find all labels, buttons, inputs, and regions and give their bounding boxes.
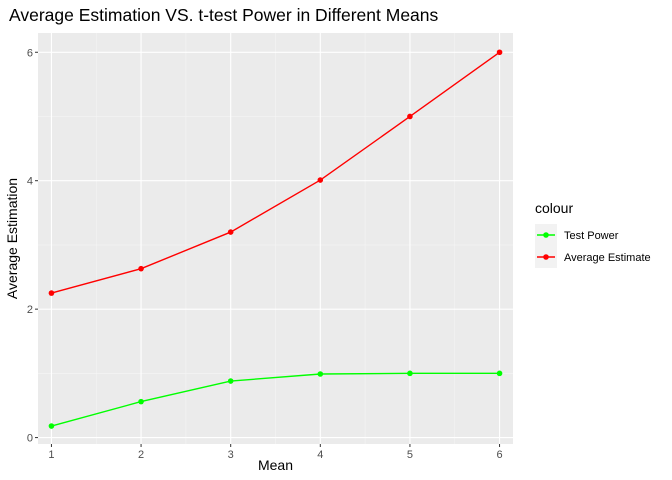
y-axis-title: Average Estimation (4, 178, 20, 299)
data-point-average-estimate (496, 49, 503, 56)
series-line-average-estimate (51, 51, 500, 294)
x-axis-title: Mean (258, 457, 293, 473)
data-point-average-estimate (317, 177, 324, 183)
data-point-test-power (48, 423, 55, 429)
chart-title: Average Estimation VS. t-test Power in D… (9, 5, 439, 25)
axes: 1 2 3 4 5 6 0 2 4 6 (27, 47, 503, 461)
series-layer (48, 49, 503, 429)
data-point-test-power (407, 370, 413, 377)
x-tick-label: 2 (138, 449, 144, 461)
data-point-test-power (317, 371, 324, 377)
legend-title: colour (535, 200, 573, 216)
data-point-average-estimate (227, 229, 234, 235)
legend-point-test-power (543, 232, 549, 238)
data-point-average-estimate (48, 290, 55, 296)
x-tick-label: 4 (317, 449, 323, 461)
legend-label-test-power: Test Power (564, 230, 619, 242)
data-point-test-power (227, 378, 234, 384)
legend-label-average-estimate: Average Estimate (564, 252, 651, 264)
x-tick-label: 6 (496, 449, 502, 461)
data-point-test-power (138, 398, 144, 405)
x-tick-label: 3 (228, 449, 234, 461)
x-tick-label: 5 (407, 449, 413, 461)
data-point-test-power (496, 370, 503, 377)
y-tick-label: 0 (27, 433, 33, 445)
y-tick-label: 4 (27, 176, 33, 188)
data-point-average-estimate (407, 113, 413, 120)
y-tick-label: 6 (27, 47, 33, 59)
series-line-test-power (51, 372, 500, 427)
legend: colour Test Power Average Estimate (535, 200, 651, 268)
y-tick-label: 2 (27, 304, 33, 316)
gridlines (38, 33, 513, 444)
legend-point-average-estimate (543, 254, 549, 260)
data-point-average-estimate (138, 265, 144, 272)
x-tick-label: 1 (48, 449, 54, 461)
